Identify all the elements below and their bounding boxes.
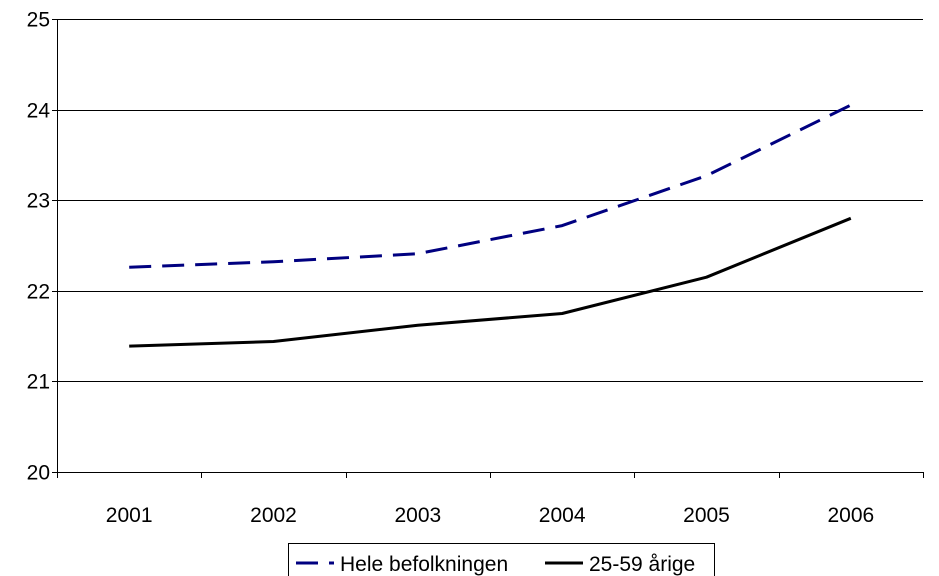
y-tick-label: 25 <box>27 9 50 32</box>
series-line-0 <box>129 103 852 269</box>
x-tick-label: 2003 <box>394 504 441 527</box>
axes <box>57 19 923 473</box>
y-tick-label: 20 <box>27 462 50 485</box>
x-tick-label: 2001 <box>106 504 153 527</box>
x-tick-label: 2006 <box>827 504 874 527</box>
y-tick-label: 24 <box>27 100 51 123</box>
x-tick-label: 2002 <box>250 504 297 527</box>
legend-label-0: Hele befolkningen <box>340 553 508 576</box>
legend-box <box>288 543 715 576</box>
x-axis-ticks: 2001 2002 2003 2004 2005 2006 <box>57 472 924 527</box>
legend-label-1: 25-59 årige <box>589 553 695 576</box>
series-lines <box>129 103 852 348</box>
y-tick-label: 23 <box>27 190 50 213</box>
x-tick-label: 2004 <box>539 504 586 527</box>
y-axis-ticks: 20 21 22 23 24 25 <box>27 9 57 485</box>
x-tick-label: 2005 <box>683 504 730 527</box>
y-tick-label: 21 <box>27 371 50 394</box>
legend: Hele befolkningen 25-59 årige <box>288 543 715 576</box>
grid-lines <box>57 19 923 382</box>
series-line-1 <box>129 216 852 348</box>
y-tick-label: 22 <box>27 281 50 304</box>
